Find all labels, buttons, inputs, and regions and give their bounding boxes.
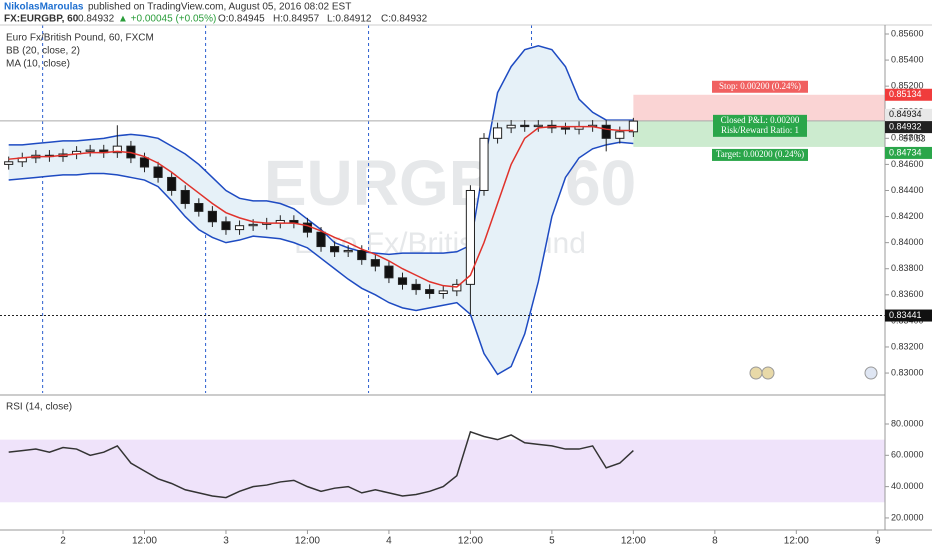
- y-tick-label: 40.0000: [891, 481, 924, 491]
- hline-price-bg: [885, 309, 932, 322]
- legend-entry: RSI (14, close): [6, 402, 72, 413]
- candle-body: [343, 249, 353, 253]
- candle-body: [601, 124, 611, 139]
- candle-body: [492, 127, 503, 139]
- x-tick-label: 12:00: [132, 536, 157, 547]
- pnl-label: Closed P&L: 0.00200: [721, 115, 800, 125]
- y-tick-label: 60.0000: [891, 450, 924, 460]
- y-tick-label: 0.85200: [891, 81, 924, 91]
- ma: [8, 125, 634, 288]
- rr-label-bg: [713, 124, 807, 137]
- candle-body: [560, 127, 571, 130]
- x-tick-label: 2: [60, 536, 66, 547]
- target-label-bg: [712, 148, 808, 161]
- y-tick-label: 20.0000: [891, 512, 924, 522]
- countdown: 57:53: [903, 133, 926, 143]
- y-tick-label: 0.83200: [891, 341, 924, 351]
- candle-body: [221, 221, 231, 231]
- x-tick-label: 8: [712, 536, 718, 547]
- bb-fill: [8, 45, 634, 375]
- rr-label: Risk/Reward Ratio: 1: [721, 125, 799, 135]
- candle-body: [520, 124, 530, 128]
- y-tick-label: 0.83800: [891, 263, 924, 273]
- candle-body: [153, 166, 163, 178]
- last-price: 0.84932: [889, 121, 922, 131]
- x-tick-label: 12:00: [458, 536, 483, 547]
- candle-body: [234, 225, 245, 231]
- legend-title: Euro Fx/British Pound, 60, FXCM: [6, 33, 154, 44]
- x-tick-label: 12:00: [295, 536, 320, 547]
- candle-body: [506, 124, 516, 129]
- y-tick-label: 0.85400: [891, 54, 924, 64]
- candle-body: [330, 246, 340, 253]
- entry-price-bg: [885, 108, 932, 121]
- y-tick-label: 0.84600: [891, 159, 924, 169]
- y-tick-label: 0.85600: [891, 28, 924, 38]
- published: published on TradingView.com, August 05,…: [88, 2, 351, 13]
- candle-body: [438, 290, 448, 295]
- candle-body: [112, 145, 122, 154]
- plot: Stop: 0.00200 (0.24%) Closed P&L: 0.00200…: [0, 25, 885, 503]
- candle-body: [180, 189, 190, 205]
- candle-body: [316, 231, 326, 248]
- entry-price: 0.84934: [889, 109, 922, 119]
- target-price-bg: [885, 146, 932, 159]
- y-tick-label: 0.83600: [891, 289, 924, 299]
- candle-body: [139, 157, 150, 168]
- candle-body: [167, 176, 177, 191]
- y-tick-label: 0.84800: [891, 133, 924, 143]
- rsi-band: [0, 439, 885, 503]
- stop-price: 0.85134: [889, 89, 922, 99]
- x-tick-label: 5: [549, 536, 555, 547]
- candle-body: [479, 137, 489, 191]
- candle-body: [207, 210, 217, 223]
- ohlc: L:0.84912: [327, 14, 372, 25]
- target-label: Target: 0.00200 (0.24%): [716, 149, 804, 159]
- y-tick-label: 0.84400: [891, 185, 924, 195]
- ohlc: H:0.84957: [273, 14, 320, 25]
- rsi-line: [8, 430, 634, 499]
- candle-body: [411, 283, 421, 291]
- candle-body: [85, 149, 95, 152]
- stop-label-bg: [712, 80, 808, 93]
- candle-body: [628, 120, 638, 133]
- change: ▲ +0.00045 (+0.05%): [118, 14, 216, 25]
- y-tick-label: 80.0000: [891, 418, 924, 428]
- candle-body: [4, 161, 14, 165]
- y-tick-label: 0.83000: [891, 367, 924, 377]
- stop-label: Stop: 0.00200 (0.24%): [719, 81, 801, 91]
- pnl-label-bg: [713, 114, 807, 127]
- stop-price-bg: [885, 88, 932, 101]
- candle-body: [615, 131, 625, 139]
- last-price-bg: [885, 121, 932, 134]
- candle-body: [425, 289, 435, 295]
- y-tick-label: 0.84200: [891, 211, 924, 221]
- last: 0.84932: [78, 14, 115, 25]
- candle-body: [194, 203, 204, 212]
- author: NikolasMaroulas: [4, 2, 84, 13]
- candle-body: [370, 259, 380, 267]
- x-tick-label: 12:00: [784, 536, 809, 547]
- candle-body: [397, 277, 408, 285]
- x-tick-label: 9: [875, 536, 881, 547]
- candle-body: [384, 265, 394, 279]
- candle-body: [357, 249, 367, 261]
- ohlc: C:0.84932: [381, 14, 428, 25]
- target-price: 0.84734: [889, 147, 922, 157]
- x-tick-label: 4: [386, 536, 392, 547]
- candle-body: [465, 189, 475, 285]
- candle-body: [248, 223, 258, 227]
- x-tick-label: 3: [223, 536, 229, 547]
- hline-price: 0.83441: [889, 310, 922, 320]
- event-icon: [749, 366, 878, 380]
- y-tick-label: 0.84000: [891, 237, 924, 247]
- symbol: FX:EURGBP, 60: [4, 14, 79, 25]
- ohlc: O:0.84945: [218, 14, 265, 25]
- legend-entry: MA (10, close): [6, 59, 70, 70]
- legend-entry: BB (20, close, 2): [6, 46, 80, 57]
- bb-lower: [8, 141, 634, 376]
- x-tick-label: 12:00: [621, 536, 646, 547]
- candle-body: [533, 124, 543, 128]
